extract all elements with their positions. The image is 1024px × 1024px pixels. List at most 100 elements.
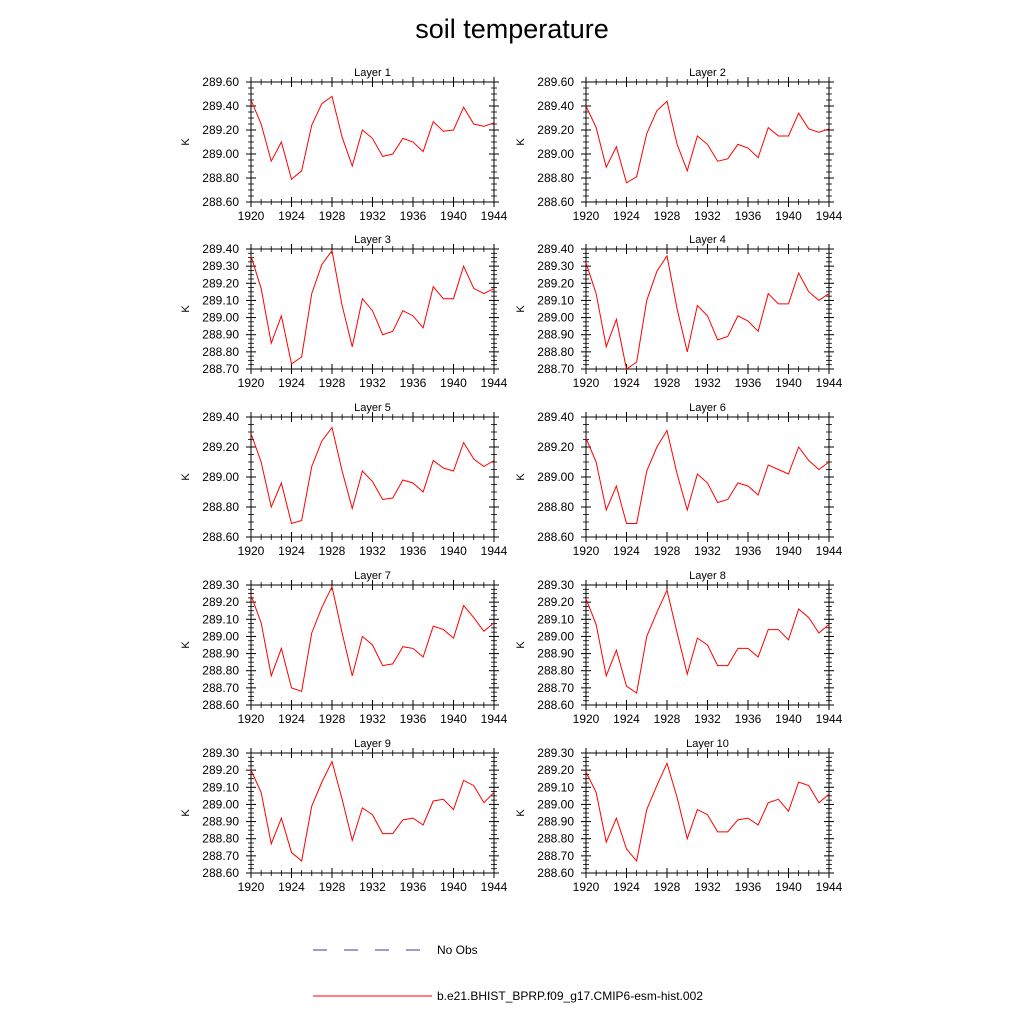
x-tick-label: 1944	[481, 209, 508, 223]
y-tick-label: 289.40	[202, 410, 239, 424]
x-tick-label: 1932	[694, 712, 721, 726]
x-tick-label: 1920	[573, 209, 600, 223]
y-tick-label: 289.10	[537, 612, 574, 626]
y-tick-label: 289.10	[202, 612, 239, 626]
series-line-1	[250, 426, 495, 525]
chart-panel-5: Layer 5 K 288.60 288.80 289.00 289.20 289.40 19…	[180, 402, 508, 558]
x-tick-label: 1936	[735, 880, 762, 894]
x-tick-label: 1924	[278, 376, 305, 390]
y-tick-label: 289.00	[537, 311, 574, 325]
x-tick-label: 1940	[775, 880, 802, 894]
y-tick-label: 289.60	[537, 75, 574, 89]
series-line-1	[250, 585, 495, 692]
y-tick-label: 288.90	[537, 647, 574, 661]
x-tick-label: 1924	[278, 209, 305, 223]
panel-title: Layer 1	[354, 67, 391, 79]
panel-title: Layer 4	[689, 234, 726, 246]
y-tick-label: 288.70	[202, 362, 239, 376]
x-tick-label: 1936	[400, 880, 427, 894]
y-tick-label: 288.80	[537, 664, 574, 678]
series-line-1	[250, 760, 495, 862]
y-tick-label: 288.90	[537, 328, 574, 342]
x-tick-label: 1928	[319, 544, 346, 558]
x-tick-label: 1940	[440, 880, 467, 894]
x-tick-label: 1924	[278, 544, 305, 558]
x-tick-label: 1920	[238, 544, 265, 558]
y-tick-label: 288.60	[202, 698, 239, 712]
x-tick-label: 1928	[654, 544, 681, 558]
plot-frame	[250, 752, 495, 874]
y-axis-label: K	[515, 138, 527, 146]
x-tick-label: 1932	[694, 209, 721, 223]
y-axis-label: K	[180, 809, 192, 817]
y-tick-label: 288.60	[202, 195, 239, 209]
x-tick-label: 1944	[816, 376, 843, 390]
y-tick-label: 289.10	[202, 780, 239, 794]
x-tick-label: 1932	[694, 544, 721, 558]
x-tick-label: 1920	[238, 209, 265, 223]
y-tick-label: 289.60	[202, 75, 239, 89]
x-tick-label: 1924	[278, 880, 305, 894]
y-tick-label: 289.30	[202, 259, 239, 273]
y-tick-label: 289.00	[537, 470, 574, 484]
y-tick-label: 288.60	[537, 195, 574, 209]
plot-frame	[250, 81, 495, 203]
x-tick-label: 1940	[440, 209, 467, 223]
x-tick-label: 1936	[400, 376, 427, 390]
y-tick-label: 288.70	[202, 849, 239, 863]
y-tick-label: 289.10	[537, 780, 574, 794]
x-tick-label: 1924	[278, 712, 305, 726]
y-axis-label: K	[515, 809, 527, 817]
y-tick-label: 289.00	[202, 797, 239, 811]
panel-title: Layer 2	[689, 67, 726, 79]
x-tick-label: 1924	[613, 544, 640, 558]
x-tick-label: 1928	[654, 712, 681, 726]
y-tick-label: 288.90	[202, 328, 239, 342]
y-tick-label: 288.80	[537, 345, 574, 359]
x-tick-label: 1932	[359, 376, 386, 390]
legend-label-model: b.e21.BHIST_BPRP.f09_g17.CMIP6-esm-hist.…	[437, 989, 703, 1003]
y-tick-label: 289.20	[202, 123, 239, 137]
y-tick-label: 289.20	[202, 440, 239, 454]
x-tick-label: 1940	[440, 376, 467, 390]
plot-frame	[585, 752, 830, 874]
y-tick-label: 289.20	[537, 595, 574, 609]
x-tick-label: 1944	[816, 544, 843, 558]
y-tick-label: 288.70	[537, 849, 574, 863]
y-axis-label: K	[180, 641, 192, 649]
y-tick-label: 288.60	[537, 530, 574, 544]
x-tick-label: 1924	[613, 209, 640, 223]
x-tick-label: 1944	[816, 880, 843, 894]
y-tick-label: 289.30	[537, 746, 574, 760]
plot-frame	[585, 416, 830, 538]
y-tick-label: 288.80	[537, 171, 574, 185]
chart-panel-9: Layer 9 K 288.60 288.70 288.80 288.90 289.00 28…	[180, 738, 508, 894]
chart-panel-1: Layer 1 K 288.60 288.80 289.00 289.20 289.40 28…	[180, 67, 508, 223]
x-tick-label: 1936	[400, 209, 427, 223]
plot-frame	[585, 81, 830, 203]
panel-title: Layer 10	[686, 738, 729, 750]
plot-frame	[250, 416, 495, 538]
y-tick-label: 289.20	[537, 440, 574, 454]
y-tick-label: 288.80	[202, 345, 239, 359]
y-tick-label: 289.40	[537, 242, 574, 256]
x-tick-label: 1932	[694, 376, 721, 390]
y-tick-label: 289.20	[537, 763, 574, 777]
y-tick-label: 289.00	[537, 629, 574, 643]
x-tick-label: 1944	[481, 544, 508, 558]
y-axis-label: K	[180, 305, 192, 313]
chart-panel-3: Layer 3 K 288.70 288.80 288.90 289.00 289.10 28…	[180, 234, 508, 390]
x-tick-label: 1944	[816, 712, 843, 726]
panel-title: Layer 7	[354, 570, 391, 582]
panel-title: Layer 6	[689, 402, 726, 414]
x-tick-label: 1932	[359, 880, 386, 894]
panel-title: Layer 9	[354, 738, 391, 750]
y-tick-label: 288.80	[537, 500, 574, 514]
y-tick-label: 288.80	[202, 171, 239, 185]
y-tick-label: 289.20	[202, 763, 239, 777]
y-tick-label: 288.80	[202, 832, 239, 846]
y-tick-label: 288.80	[202, 664, 239, 678]
y-tick-label: 289.40	[202, 242, 239, 256]
x-tick-label: 1928	[319, 209, 346, 223]
